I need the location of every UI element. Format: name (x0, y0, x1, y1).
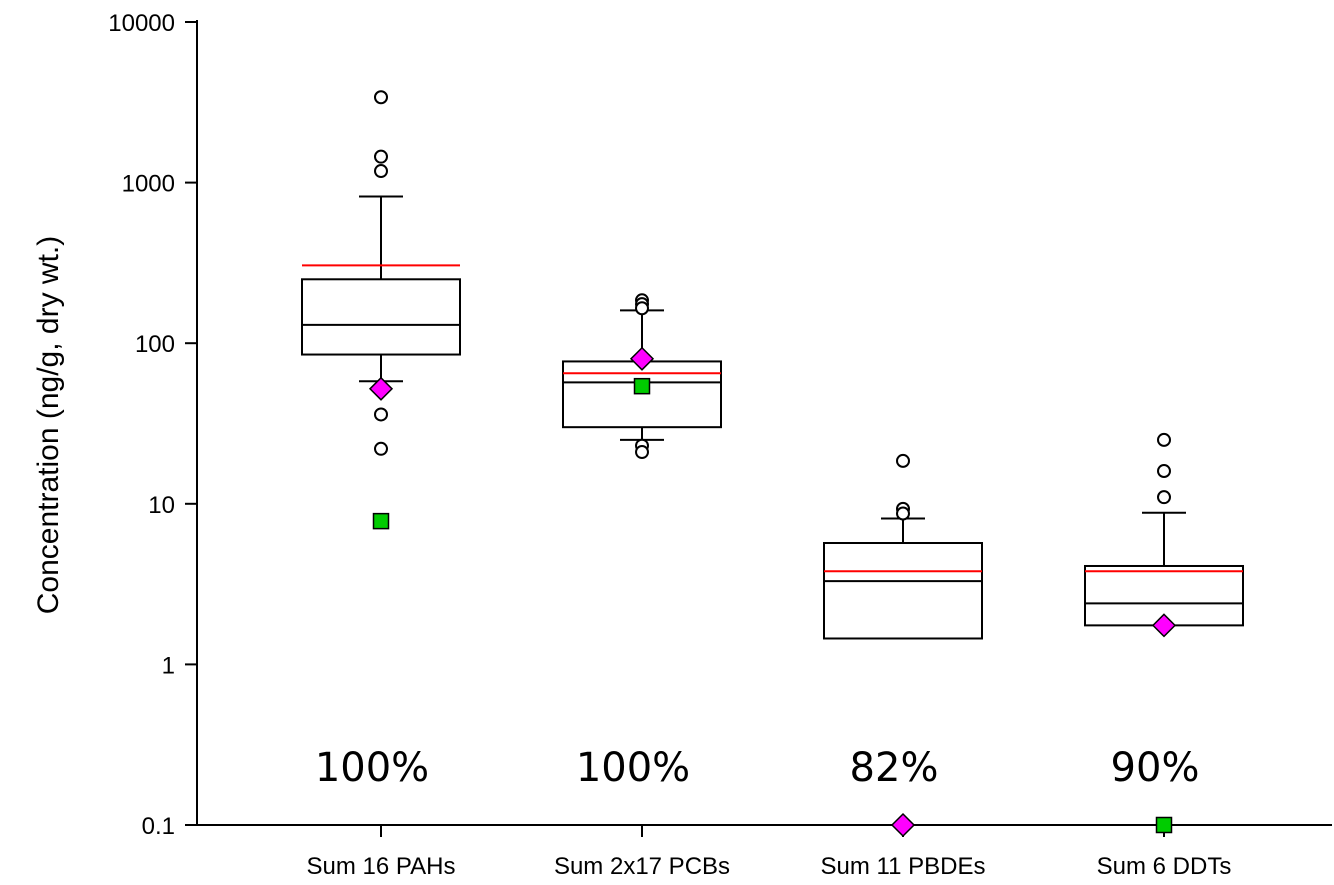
diamond-marker (1151, 613, 1177, 638)
square-marker (633, 377, 651, 395)
percent-label: 100% (315, 745, 429, 791)
box-iqr (301, 278, 461, 356)
outlier-point (635, 445, 649, 460)
y-tick-label: 10000 (108, 10, 175, 37)
markers (368, 346, 1177, 838)
x-tick-label: Sum 11 PBDEs (821, 853, 986, 880)
outlier-point (635, 301, 649, 316)
y-tick-label: 100 (135, 331, 175, 358)
outlier-point (374, 441, 388, 456)
outlier-point (1157, 432, 1171, 447)
outlier-point (374, 407, 388, 422)
axes: 0.1 1 10 100 1000 10000 Sum 16 PAHs Sum 2x17 PC… (108, 10, 1332, 880)
diamond-marker (890, 812, 916, 838)
square-marker (372, 512, 390, 530)
y-tick-label: 10 (148, 492, 175, 519)
percent-label: 100% (576, 745, 690, 791)
outlier-point (374, 149, 388, 164)
box-1 (301, 90, 461, 456)
outlier-point (374, 164, 388, 179)
x-tick-label: Sum 2x17 PCBs (554, 853, 730, 880)
percent-label: 90% (1111, 745, 1200, 791)
box-4 (1084, 432, 1244, 627)
outlier-point (1157, 464, 1171, 479)
y-tick-label: 0.1 (142, 813, 175, 840)
diamond-marker (629, 346, 655, 371)
y-tick-label: 1000 (122, 171, 175, 198)
y-axis-title: Concentration (ng/g, dry wt.) (32, 236, 65, 615)
box-2 (562, 293, 722, 460)
outlier-point (896, 453, 910, 468)
box-iqr (823, 542, 983, 640)
diamond-marker (368, 376, 394, 401)
labels: 100% 100% 82% 90% (315, 745, 1200, 791)
x-tick-label: Sum 16 PAHs (307, 853, 456, 880)
box-3 (823, 453, 983, 640)
square-marker (1155, 816, 1173, 834)
box-plots (301, 90, 1244, 640)
outlier-point (1157, 490, 1171, 505)
outlier-point (896, 506, 910, 521)
outlier-point (374, 90, 388, 105)
x-tick-label: Sum 6 DDTs (1097, 853, 1232, 880)
y-tick-label: 1 (162, 652, 175, 679)
percent-label: 82% (850, 745, 939, 791)
